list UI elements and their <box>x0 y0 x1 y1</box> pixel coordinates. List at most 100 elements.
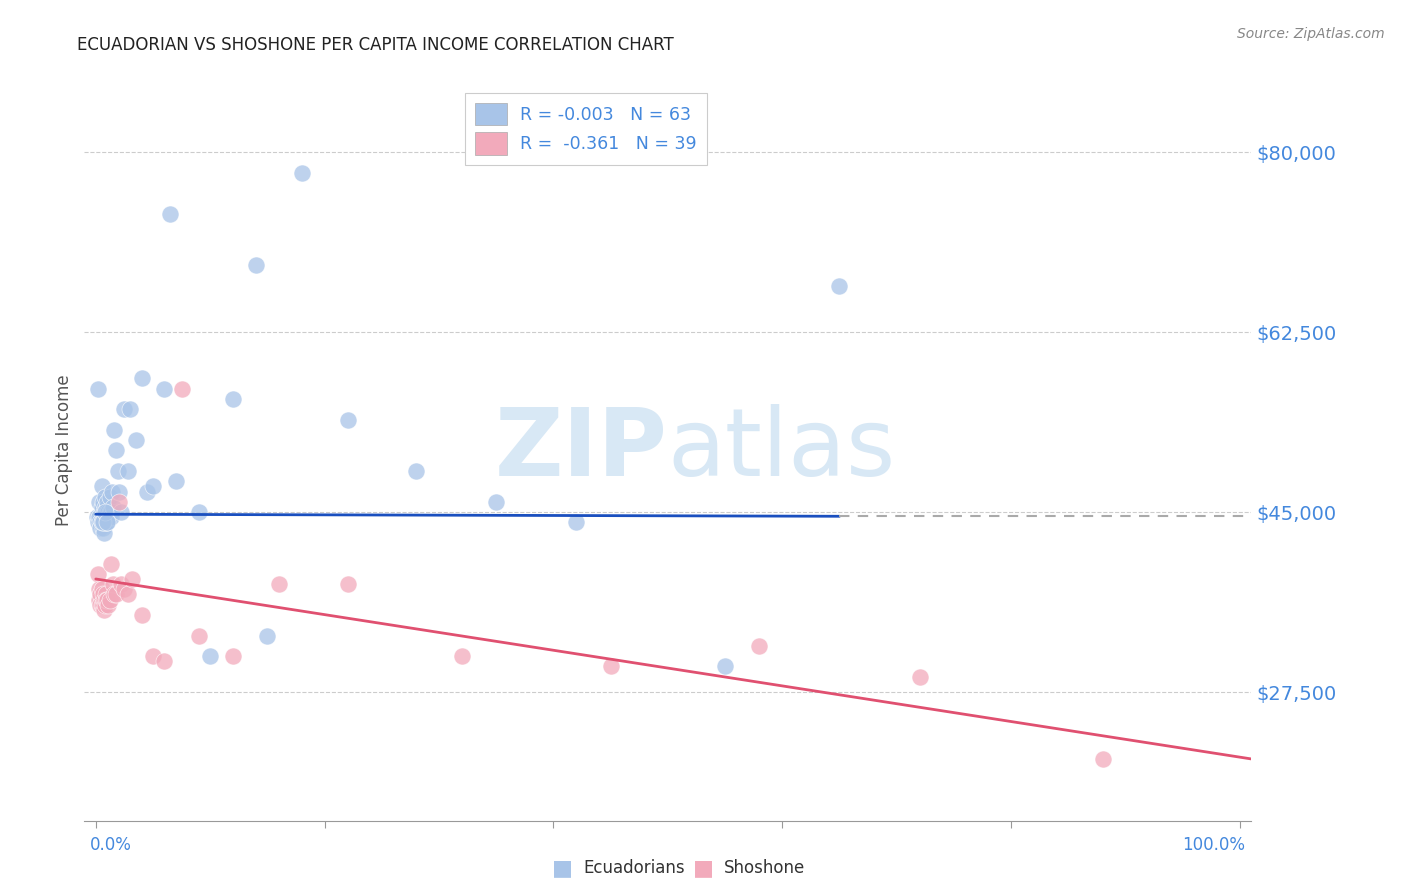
Point <box>89 510 111 524</box>
Point <box>336 412 359 426</box>
Text: ZIP: ZIP <box>495 404 668 497</box>
Point <box>714 659 737 673</box>
Point <box>187 505 209 519</box>
Point <box>100 557 122 571</box>
Point <box>89 598 111 612</box>
Point <box>291 166 314 180</box>
Point <box>107 484 129 499</box>
Point <box>87 382 110 396</box>
Point <box>107 495 129 509</box>
Point <box>131 607 153 622</box>
Point <box>565 516 588 530</box>
Text: Ecuadorians: Ecuadorians <box>583 859 685 877</box>
Point <box>336 577 359 591</box>
Point <box>91 587 114 601</box>
Point <box>96 516 118 530</box>
Point <box>91 520 114 534</box>
Point <box>599 659 621 673</box>
Point <box>112 582 135 597</box>
Point <box>90 582 112 597</box>
Point <box>405 464 427 478</box>
Point <box>103 423 125 437</box>
Point <box>98 592 121 607</box>
Point <box>105 443 128 458</box>
Point <box>121 572 143 586</box>
Point <box>89 582 111 597</box>
Point <box>89 495 111 509</box>
Point <box>159 207 181 221</box>
Point <box>117 464 139 478</box>
Point <box>485 495 508 509</box>
Point <box>908 670 931 684</box>
Point <box>748 639 770 653</box>
Point <box>97 505 120 519</box>
Point <box>89 520 111 534</box>
Legend: R = -0.003   N = 63, R =  -0.361   N = 39: R = -0.003 N = 63, R = -0.361 N = 39 <box>465 93 707 165</box>
Point <box>90 479 112 493</box>
Point <box>89 592 111 607</box>
Point <box>107 464 129 478</box>
Point <box>94 587 117 601</box>
Point <box>165 475 187 489</box>
Point <box>200 649 222 664</box>
Point <box>103 587 125 601</box>
Point <box>112 402 135 417</box>
Point <box>125 433 148 447</box>
Point <box>110 505 132 519</box>
Point <box>94 490 117 504</box>
Point <box>94 505 117 519</box>
Text: ECUADORIAN VS SHOSHONE PER CAPITA INCOME CORRELATION CHART: ECUADORIAN VS SHOSHONE PER CAPITA INCOME… <box>77 36 673 54</box>
Point <box>100 505 122 519</box>
Point <box>267 577 290 591</box>
Text: 100.0%: 100.0% <box>1182 836 1246 854</box>
Point <box>87 566 110 581</box>
Point <box>120 402 142 417</box>
Point <box>93 603 115 617</box>
Point <box>101 500 124 514</box>
Point <box>98 490 121 504</box>
Point <box>89 587 111 601</box>
Text: Shoshone: Shoshone <box>724 859 806 877</box>
Point <box>1091 752 1114 766</box>
Point <box>110 577 132 591</box>
Point <box>94 516 117 530</box>
Point <box>90 516 112 530</box>
Point <box>94 592 117 607</box>
Point <box>86 510 108 524</box>
Point <box>93 525 115 540</box>
Point <box>97 510 120 524</box>
Point <box>93 592 115 607</box>
Point <box>105 587 128 601</box>
Point <box>136 484 159 499</box>
Point <box>94 516 117 530</box>
Point <box>187 629 209 643</box>
Text: Source: ZipAtlas.com: Source: ZipAtlas.com <box>1237 27 1385 41</box>
Point <box>87 516 110 530</box>
Point <box>91 495 114 509</box>
Point <box>222 649 245 664</box>
Point <box>94 505 117 519</box>
Point <box>117 587 139 601</box>
Text: 0.0%: 0.0% <box>90 836 132 854</box>
Text: ■: ■ <box>553 858 572 878</box>
Point <box>451 649 474 664</box>
Point <box>222 392 245 406</box>
Point <box>94 500 117 514</box>
Point <box>142 479 165 493</box>
Y-axis label: Per Capita Income: Per Capita Income <box>55 375 73 526</box>
Point <box>91 516 114 530</box>
Point <box>96 592 118 607</box>
Point <box>94 598 117 612</box>
Point <box>100 510 122 524</box>
Point <box>245 259 267 273</box>
Point <box>90 500 112 514</box>
Point <box>93 516 115 530</box>
Point <box>96 500 118 514</box>
Point <box>91 598 114 612</box>
Point <box>131 371 153 385</box>
Point <box>90 598 112 612</box>
Point <box>170 382 193 396</box>
Point <box>97 598 120 612</box>
Point <box>153 382 176 396</box>
Point <box>91 510 114 524</box>
